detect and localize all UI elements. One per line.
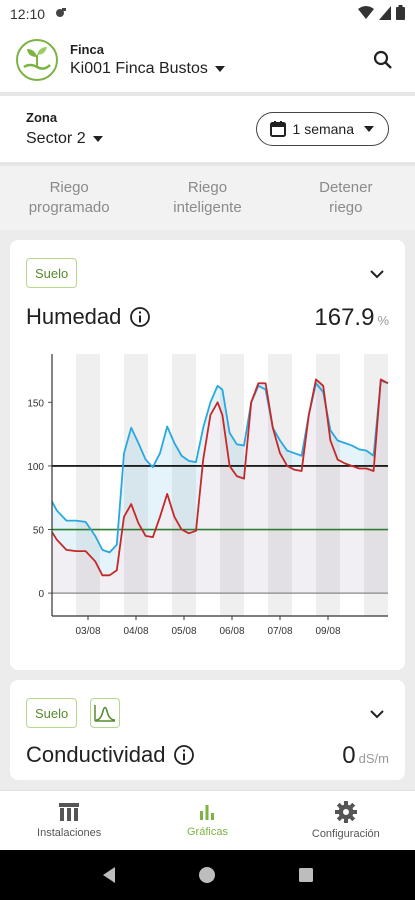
conductivity-card: Suelo Conductividad 0 dS/m [10,680,405,780]
stop-irrigation-button[interactable]: Detener riego [319,179,373,216]
expand-button[interactable] [365,262,389,286]
soil-chip[interactable]: Suelo [26,698,78,728]
humidity-chart: 0 50 100 150 03/08 04/08 05/08 06/08 07/08 09/08 [27,354,389,637]
conductivity-number: 0 [342,742,356,769]
nav-installations-label: Instalaciones [37,827,102,839]
chart-day-stripe [364,354,388,616]
gear-icon [334,801,357,823]
farm-selector[interactable]: Finca Ki001 Finca Bustos [70,42,225,78]
recents-icon[interactable] [298,867,314,883]
nav-settings[interactable]: Configuración [277,791,415,850]
irrigation-actions: Riego programado Riego inteligente Deten… [0,166,415,230]
home-icon[interactable] [198,866,216,884]
chart-y-tick-label: 0 [38,589,44,600]
conductivity-value: 0 dS/m [342,742,389,770]
nav-installations[interactable]: Instalaciones [0,791,138,850]
chart-day-stripe [172,354,196,616]
chart-x-tick-label: 05/08 [171,626,196,637]
conductivity-unit: dS/m [358,751,389,766]
expand-button[interactable] [365,702,389,726]
humidity-number: 167.9 [314,304,375,331]
chart-x-tick-label: 07/08 [267,626,292,637]
search-button[interactable] [367,44,399,76]
smart-irrigation-button[interactable]: Riego inteligente [173,179,242,216]
soil-chip[interactable]: Suelo [26,258,78,288]
chart-x-tick-label: 06/08 [219,626,244,637]
farm-dropdown-icon [214,66,225,72]
bottom-navigation: Instalaciones Gráficas Configuración [0,790,415,850]
conductivity-title: Conductividad [26,742,195,768]
system-navigation [0,850,415,900]
info-icon[interactable] [173,744,195,766]
humidity-title: Humedad [26,304,151,330]
calendar-icon [269,121,286,137]
chart-day-stripe [316,354,340,616]
chart-x-tick-label: 03/08 [75,626,100,637]
zone-label: Zona [26,110,58,125]
chevron-down-icon [370,709,384,718]
chart-day-stripe [76,354,100,616]
humidity-label: Humedad [26,304,122,329]
chart-y-tick-label: 150 [27,398,44,409]
app-bar: Finca Ki001 Finca Bustos [0,28,415,92]
chart-day-stripe [268,354,292,616]
app-logo-icon [16,39,58,81]
divider [0,162,415,166]
info-icon[interactable] [129,306,151,328]
nav-charts-label: Gráficas [187,826,228,838]
chart-y-tick-label: 50 [33,526,45,537]
installations-icon [59,803,80,821]
period-selector-button[interactable]: 1 semana [255,112,389,146]
scheduled-irrigation-button[interactable]: Riego programado [28,179,110,216]
bar-chart-icon [200,805,215,820]
chart-series-line [51,379,389,554]
farm-label: Finca [70,42,104,57]
cast-icon [53,6,67,22]
chart-x-tick-label: 04/08 [123,626,148,637]
chart-area-fill [52,379,388,594]
wifi-icon [358,5,374,23]
chart-day-stripe [124,354,148,616]
nav-settings-label: Configuración [311,828,380,840]
nav-charts[interactable]: Gráficas [138,791,276,850]
zone-value: Sector 2 [26,130,86,147]
chevron-down-icon [370,269,384,278]
chart-series-line [51,378,389,577]
battery-icon [396,5,405,23]
bell-curve-icon [94,705,116,722]
period-dropdown-icon [364,126,374,132]
back-icon[interactable] [101,866,117,884]
zone-selector[interactable]: Zona Sector 2 [26,110,103,148]
chart-y-tick-label: 100 [27,462,44,473]
divider [0,92,415,96]
conductivity-label: Conductividad [26,742,166,767]
period-value: 1 semana [292,121,354,137]
search-icon [373,50,392,69]
status-bar: 12:10 [0,0,415,28]
chart-x-tick-label: 09/08 [315,626,340,637]
status-time: 12:10 [10,6,46,22]
farm-value: Ki001 Finca Bustos [70,60,208,77]
signal-icon [379,5,391,23]
humidity-unit: % [377,313,389,328]
zone-dropdown-icon [92,136,103,142]
humidity-card: Suelo Humedad 167.9 % 0 50 100 150 03/08 04/… [10,240,405,670]
humidity-value: 167.9 % [314,304,389,332]
chart-type-button[interactable] [90,698,120,728]
zone-row: Zona Sector 2 1 semana [0,96,415,162]
